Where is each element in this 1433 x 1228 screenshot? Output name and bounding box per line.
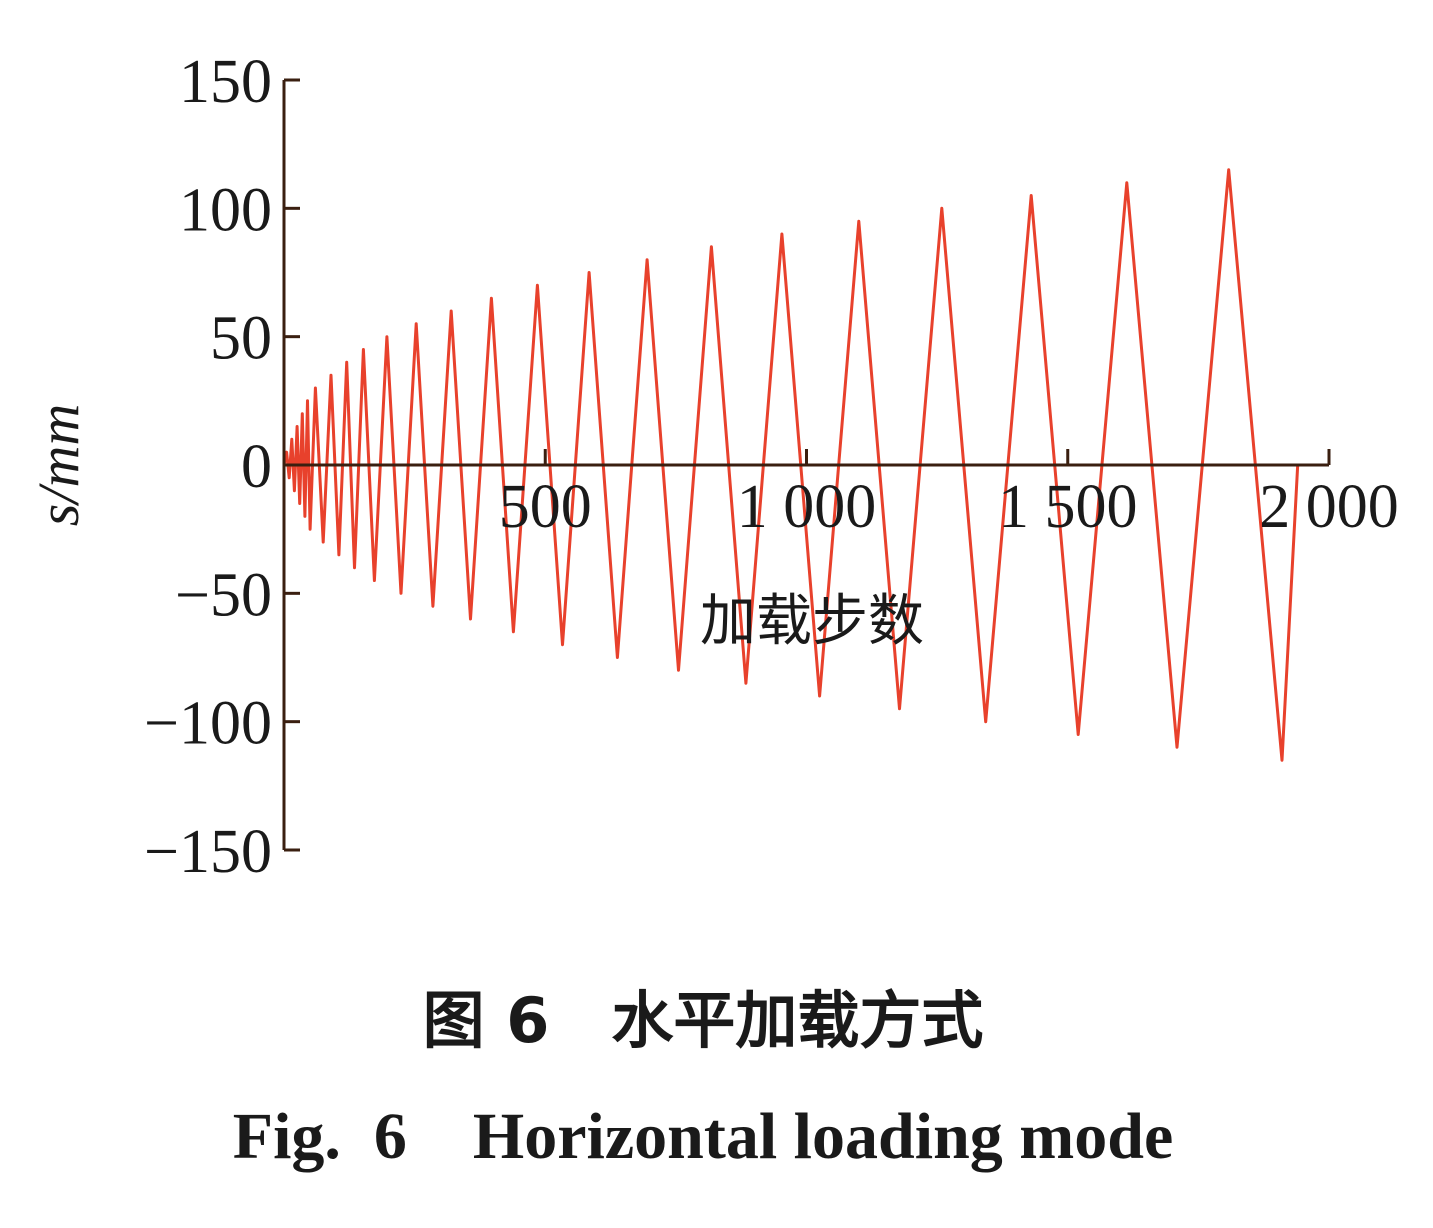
y-tick-label: 50 xyxy=(210,305,272,373)
x-tick-label: 1 500 xyxy=(998,473,1138,541)
figure-caption-chinese: 图 6 水平加载方式 xyxy=(423,984,984,1057)
figure-caption-english: Fig. 6 Horizontal loading mode xyxy=(233,1100,1174,1173)
y-tick-label: −50 xyxy=(175,561,272,629)
y-tick-label: 150 xyxy=(179,48,272,116)
y-tick-label: 0 xyxy=(241,433,272,501)
y-tick-label: −150 xyxy=(144,818,272,886)
y-tick-label: 100 xyxy=(179,176,272,244)
y-axis-ticks: 150 100 50 0 −50 −100 −150 xyxy=(144,48,300,886)
x-axis-ticks: 500 1 000 1 500 2 000 xyxy=(499,449,1399,541)
x-tick-label: 1 000 xyxy=(737,473,877,541)
x-axis-title: 加载步数 xyxy=(700,589,924,654)
y-axis-title: s/mm xyxy=(26,404,91,526)
y-tick-label: −100 xyxy=(144,690,272,758)
x-tick-label: 2 000 xyxy=(1259,473,1399,541)
x-tick-label: 500 xyxy=(499,473,592,541)
